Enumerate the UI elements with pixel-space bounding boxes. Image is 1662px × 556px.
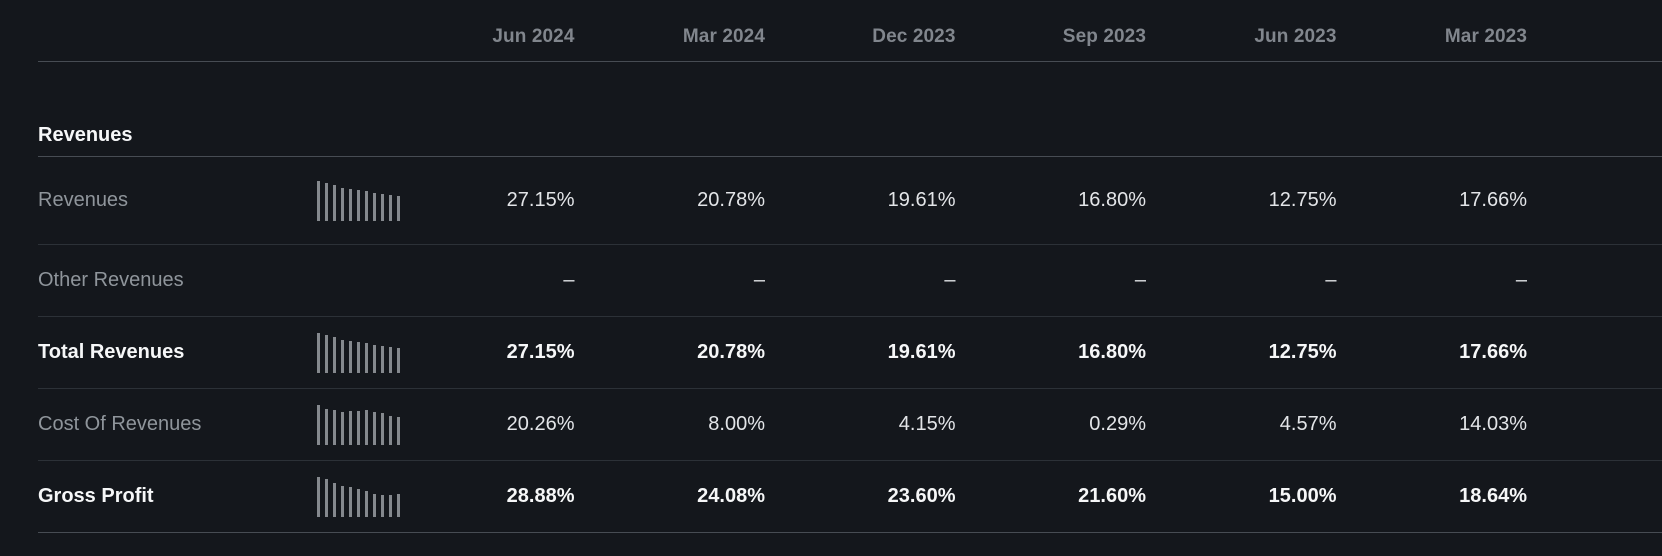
value-cell: 4.15% [898,413,956,435]
table-row-gross-profit[interactable]: Gross Profit 28.88% 24.08% 23.60% 21.60%… [38,461,1662,533]
value-cell: 27.15% [506,341,575,363]
value-cell: – [1134,269,1146,291]
column-header-jun-2023: Jun 2023 [1254,25,1337,47]
row-label: Revenues [38,189,129,211]
column-header-mar-2023: Mar 2023 [1444,25,1527,47]
value-cell: 16.80% [1078,189,1146,211]
section-header-revenues: Revenues [38,62,1662,157]
table-row-total-revenues[interactable]: Total Revenues 27.15% 20.78% 19.61% 16.8… [38,317,1662,389]
column-header-mar-2024: Mar 2024 [682,25,765,47]
value-cell: – [944,269,956,291]
table-row-other-revenues[interactable]: Other Revenues – – – – – – [38,245,1662,317]
column-header-jun-2024: Jun 2024 [492,25,575,47]
value-cell: – [753,269,765,291]
value-cell: 27.15% [506,189,575,211]
value-cell: 8.00% [708,413,765,435]
sparkline-chart [300,332,400,373]
sparkline-chart [300,180,400,221]
table-row-cost-of-revenues[interactable]: Cost Of Revenues 20.26% 8.00% 4.15% 0.29… [38,389,1662,461]
value-cell: 0.29% [1089,413,1146,435]
value-cell: 12.75% [1268,341,1337,363]
value-cell: 19.61% [887,189,956,211]
row-label: Other Revenues [38,269,184,291]
value-cell: 12.75% [1268,189,1337,211]
row-label: Total Revenues [38,341,185,363]
value-cell: 18.64% [1459,485,1527,507]
section-title: Revenues [38,124,133,146]
value-cell: 20.78% [697,341,765,363]
value-cell: 17.66% [1459,341,1527,363]
value-cell: 19.61% [887,341,956,363]
sparkline-chart [300,476,400,517]
value-cell: 15.00% [1268,485,1337,507]
value-cell: 28.88% [506,485,575,507]
value-cell: 17.66% [1459,189,1527,211]
financials-table: Jun 2024 Mar 2024 Dec 2023 Sep 2023 Jun … [38,0,1662,533]
value-cell: 14.03% [1459,413,1527,435]
value-cell: 20.78% [697,189,765,211]
value-cell: 20.26% [506,413,575,435]
value-cell: – [1325,269,1337,291]
row-label: Gross Profit [38,485,154,507]
value-cell: 23.60% [887,485,956,507]
value-cell: – [563,269,575,291]
value-cell: 24.08% [697,485,765,507]
sparkline-empty [300,261,400,301]
value-cell: 16.80% [1078,341,1146,363]
column-header-dec-2023: Dec 2023 [872,25,956,47]
table-header-row: Jun 2024 Mar 2024 Dec 2023 Sep 2023 Jun … [38,0,1662,62]
row-label: Cost Of Revenues [38,413,202,435]
value-cell: 4.57% [1279,413,1337,435]
value-cell: 21.60% [1078,485,1146,507]
value-cell: – [1515,269,1527,291]
column-header-sep-2023: Sep 2023 [1062,25,1146,47]
table-row-revenues[interactable]: Revenues 27.15% 20.78% 19.61% 16.80% 12.… [38,157,1662,245]
sparkline-chart [300,404,400,445]
